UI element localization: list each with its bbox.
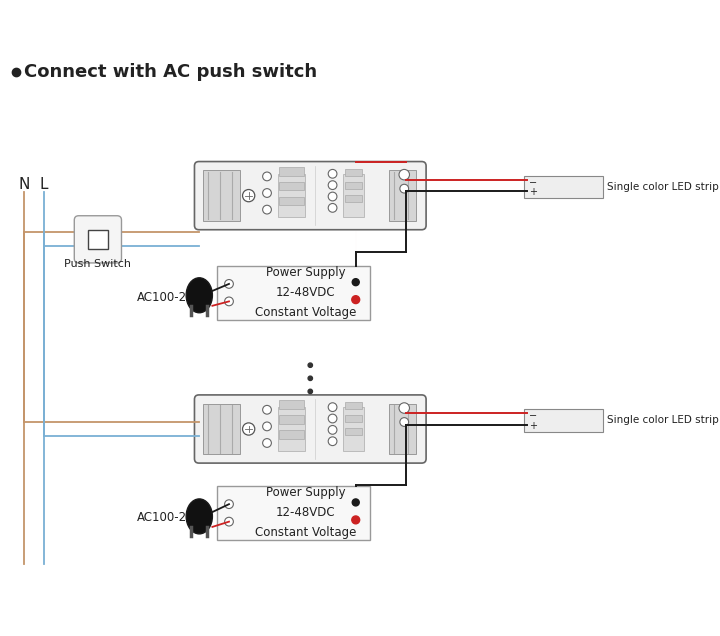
Text: Power Supply
12-48VDC
Constant Voltage: Power Supply 12-48VDC Constant Voltage [255,487,356,539]
Circle shape [399,403,410,413]
Bar [203,404,240,454]
Bar [279,400,304,409]
Circle shape [243,423,255,435]
Bar [345,428,362,435]
Circle shape [328,403,337,411]
Text: +: + [528,187,537,197]
Bar [345,415,362,422]
Circle shape [263,205,271,214]
Circle shape [399,169,410,180]
Bar [217,486,369,540]
Text: −: − [528,411,537,421]
Bar [279,197,304,205]
Circle shape [225,280,233,288]
Ellipse shape [186,499,212,534]
Text: −: − [528,177,537,188]
Circle shape [352,499,359,506]
Circle shape [225,517,233,526]
Circle shape [400,418,409,426]
Circle shape [328,204,337,212]
Bar [203,170,240,221]
Circle shape [328,192,337,201]
Bar [277,174,305,218]
Text: AC100-240V: AC100-240V [137,291,210,303]
Bar [389,170,416,221]
Bar [524,409,603,432]
Text: Single color LED strip: Single color LED strip [608,182,719,192]
Circle shape [352,296,360,303]
Text: Power Supply
12-48VDC
Constant Voltage: Power Supply 12-48VDC Constant Voltage [255,266,356,319]
Circle shape [328,425,337,434]
Bar [345,182,362,189]
Bar [524,176,603,198]
Bar [89,230,107,249]
Text: AC100-240V: AC100-240V [137,511,210,524]
FancyBboxPatch shape [194,162,426,230]
Text: +: + [528,420,537,431]
Text: L: L [40,177,48,192]
Circle shape [225,297,233,306]
Circle shape [263,439,271,447]
Circle shape [328,414,337,423]
Circle shape [263,405,271,414]
Text: Single color LED strip: Single color LED strip [608,415,719,425]
FancyBboxPatch shape [194,395,426,463]
Text: N: N [19,177,30,192]
Ellipse shape [186,278,212,313]
Circle shape [225,500,233,509]
Circle shape [263,172,271,181]
Circle shape [308,363,312,368]
Circle shape [263,189,271,197]
Circle shape [328,181,337,190]
Bar [345,169,362,176]
Bar [279,415,304,424]
FancyBboxPatch shape [74,216,122,263]
Circle shape [352,279,359,286]
Bar [345,402,362,409]
Circle shape [328,169,337,178]
Bar [343,407,364,451]
Circle shape [308,376,312,380]
Bar [217,266,369,320]
Bar [279,167,304,176]
Bar [279,430,304,439]
Bar [279,182,304,190]
Bar [389,404,416,454]
Circle shape [352,516,360,524]
Circle shape [400,184,409,193]
Circle shape [243,190,255,202]
Text: Push Switch: Push Switch [64,259,131,269]
Circle shape [263,422,271,431]
Text: Connect with AC push switch: Connect with AC push switch [24,62,318,81]
Bar [343,174,364,218]
Bar [345,195,362,202]
Circle shape [308,389,312,394]
Circle shape [328,437,337,446]
Bar [277,407,305,451]
